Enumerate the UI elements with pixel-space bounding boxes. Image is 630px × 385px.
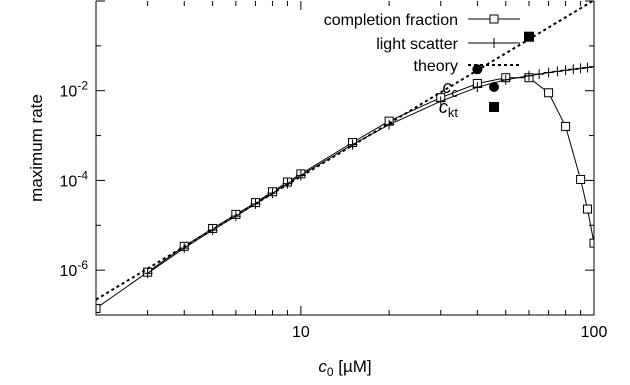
x-axis-ticks: 10 100 xyxy=(95,1,608,341)
series-1-point xyxy=(207,225,218,236)
marker-layer xyxy=(472,31,534,75)
legend-var: c xyxy=(443,77,452,97)
legend-label-c_c: cc xyxy=(443,77,459,100)
series-line-2 xyxy=(96,1,594,301)
legend-symbol-c_c xyxy=(489,82,499,92)
y-axis-ticks: 10-610-410-2 xyxy=(60,0,594,316)
y-tick-base: 10 xyxy=(60,263,78,280)
series-0-point xyxy=(576,174,586,184)
y-tick-label: 10-4 xyxy=(60,168,89,190)
series-1-point xyxy=(534,69,545,80)
legend-sub: kt xyxy=(448,105,459,120)
legend-label-1: light scatter xyxy=(376,36,458,53)
series-0-point xyxy=(582,204,592,214)
series-1-point xyxy=(560,65,571,76)
y-tick-label: 10-6 xyxy=(60,258,89,280)
series-0-point xyxy=(589,238,594,248)
legend-var: c xyxy=(439,97,448,117)
legend-label-0: completion fraction xyxy=(324,12,458,29)
y-tick-base: 10 xyxy=(60,84,78,101)
y-axis-title: maximum rate xyxy=(27,94,46,202)
series-line-0 xyxy=(96,77,594,309)
x-axis-var: c xyxy=(318,357,327,376)
series-1-point xyxy=(589,61,594,72)
series-1-point xyxy=(250,198,261,209)
y-tick-base: 10 xyxy=(60,173,78,190)
marker-c_kt xyxy=(523,31,534,42)
series-layer xyxy=(96,1,594,313)
legend-label-2: theory xyxy=(414,58,458,75)
x-axis-unit: [µM] xyxy=(334,357,372,376)
series-1-point xyxy=(500,74,511,85)
y-tick-exponent: -4 xyxy=(77,168,88,182)
series-0-point xyxy=(544,88,554,98)
y-tick-exponent: -2 xyxy=(77,79,88,93)
series-1-point xyxy=(142,268,153,279)
legend-symbol-1 xyxy=(489,38,499,48)
legend-sub: c xyxy=(452,85,459,100)
series-1-point xyxy=(179,243,190,254)
series-0-point xyxy=(96,303,101,313)
series-1-point xyxy=(582,62,593,73)
x-tick-label: 100 xyxy=(581,324,608,341)
y-tick-exponent: -6 xyxy=(77,258,88,272)
series-1-point xyxy=(523,70,534,81)
x-axis-sub: 0 xyxy=(327,365,334,379)
plot-frame xyxy=(95,1,595,316)
legend: completion fraction light scatter theory cc… xyxy=(324,12,520,120)
legend-symbol-0 xyxy=(489,14,499,24)
series-line-1 xyxy=(147,66,594,274)
y-tick-label: 10-2 xyxy=(60,79,89,101)
marker-c_c xyxy=(472,64,483,75)
legend-symbol-c_kt xyxy=(489,102,499,112)
series-1-point xyxy=(552,66,563,77)
x-tick-label: 10 xyxy=(292,324,310,341)
series-1-point xyxy=(435,96,446,107)
legend-label-c_kt: ckt xyxy=(439,97,459,120)
series-1-point xyxy=(543,67,554,78)
series-1-point xyxy=(568,64,579,75)
series-1-point xyxy=(472,82,483,93)
x-axis-title: c0 [µM] xyxy=(318,357,371,379)
series-0-point xyxy=(561,121,571,131)
series-1-point xyxy=(347,139,358,150)
series-1-point xyxy=(575,63,586,74)
